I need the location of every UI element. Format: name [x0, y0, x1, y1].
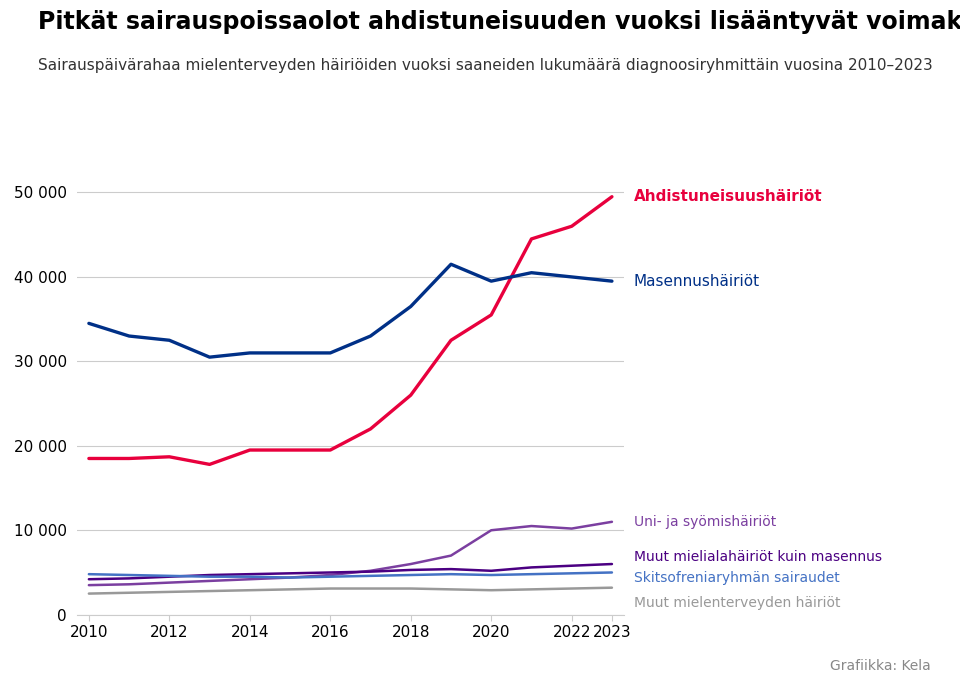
Text: Skitsofreniaryhmän sairaudet: Skitsofreniaryhmän sairaudet — [634, 572, 839, 585]
Text: Sairauspäivärahaa mielenterveyden häiriöiden vuoksi saaneiden lukumäärä diagnoos: Sairauspäivärahaa mielenterveyden häiriö… — [38, 58, 933, 73]
Text: Pitkät sairauspoissaolot ahdistuneisuuden vuoksi lisääntyvät voimakkaasti: Pitkät sairauspoissaolot ahdistuneisuude… — [38, 10, 960, 34]
Text: Muut mielenterveyden häiriöt: Muut mielenterveyden häiriöt — [634, 596, 840, 610]
Text: Uni- ja syömishäiriöt: Uni- ja syömishäiriöt — [634, 515, 776, 529]
Text: Muut mielialahäiriöt kuin masennus: Muut mielialahäiriöt kuin masennus — [634, 550, 881, 564]
Text: Masennushäiriöt: Masennushäiriöt — [634, 274, 759, 289]
Text: Grafiikka: Kela: Grafiikka: Kela — [830, 659, 931, 673]
Text: Ahdistuneisuushäiriöt: Ahdistuneisuushäiriöt — [634, 189, 822, 204]
